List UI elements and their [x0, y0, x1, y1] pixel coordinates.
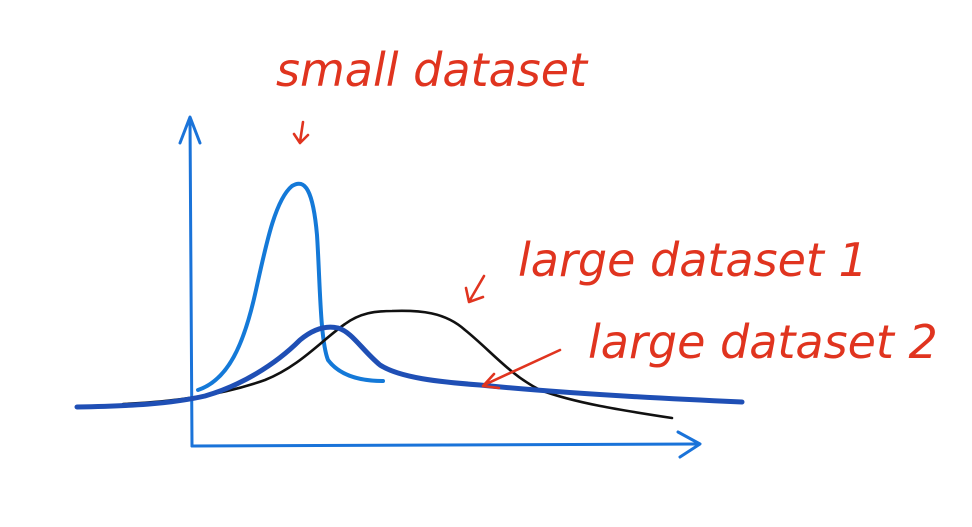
large-dataset-2-label: large dataset 2 — [588, 315, 938, 369]
large-dataset-2-curve — [74, 324, 745, 410]
annotation-arrows — [292, 120, 562, 390]
y-axis-arrowhead — [178, 115, 202, 145]
small-dataset-label: small dataset — [276, 43, 589, 97]
x-axis-arrowhead — [676, 430, 702, 459]
y-axis — [188, 116, 194, 448]
small-dataset-curve — [196, 181, 385, 392]
x-axis — [190, 442, 700, 448]
large-dataset-1-arrow — [464, 274, 486, 304]
small-dataset-arrow — [292, 120, 310, 145]
axes — [178, 115, 702, 459]
large-dataset-2-arrow — [481, 348, 562, 390]
large-dataset-1-label: large dataset 1 — [518, 233, 868, 287]
